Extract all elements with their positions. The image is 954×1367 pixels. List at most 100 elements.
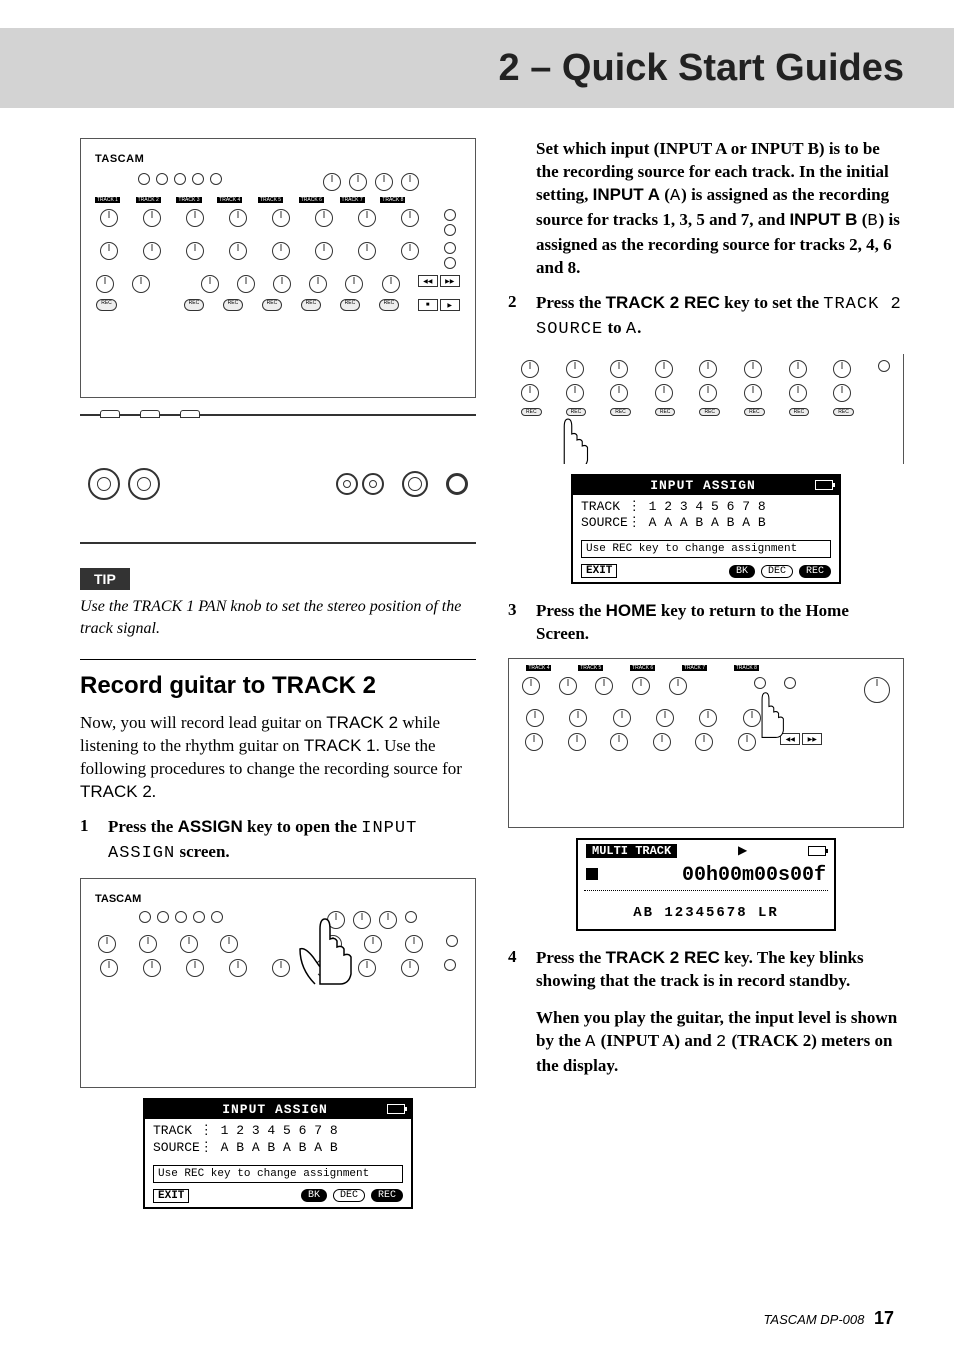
mock-pan-row — [89, 242, 467, 269]
knob — [595, 677, 613, 695]
rec-btn: REC — [744, 408, 765, 416]
level-knob-3 — [273, 275, 291, 293]
mock-reverb-row — [89, 935, 467, 953]
line-out-r — [336, 473, 358, 495]
step-body: Press the TRACK 2 REC key. The key blink… — [536, 947, 904, 1078]
rec-btn: REC — [655, 408, 676, 416]
tuner-btn — [444, 242, 456, 254]
knob — [220, 935, 238, 953]
rec-btn: REC — [789, 408, 810, 416]
master-knob — [379, 911, 397, 929]
lcd-title-text: INPUT ASSIGN — [222, 1102, 328, 1117]
intro-paragraph: Now, you will record lead guitar on TRAC… — [80, 712, 476, 804]
input-setting-btn — [192, 173, 204, 185]
stop-icon — [586, 868, 598, 880]
lcd-row: SOURCE⋮ A B A B A B A B — [153, 1140, 403, 1157]
home-btn — [444, 209, 456, 221]
trim-b-knob — [349, 173, 367, 191]
rec-btn: REC — [262, 299, 283, 311]
right-column: Set which input (INPUT A or INPUT B) is … — [508, 138, 904, 1225]
text: 2 — [716, 1033, 727, 1052]
menu-btn — [444, 224, 456, 236]
reverb-knob-8 — [401, 209, 419, 227]
text: B — [867, 212, 878, 231]
track-label: TRACK 6 — [299, 197, 324, 203]
assign-btn — [211, 911, 223, 923]
reverb-knob-6 — [315, 209, 333, 227]
knob — [699, 709, 717, 727]
knob — [833, 360, 851, 378]
play-btn: ▶ — [440, 299, 460, 311]
knob — [229, 959, 247, 977]
hand-pointer-icon — [738, 669, 793, 744]
text: TRACK 2 — [326, 713, 398, 732]
battery-icon — [815, 480, 833, 490]
knob — [656, 709, 674, 727]
data-wheel — [864, 677, 890, 703]
knob — [405, 935, 423, 953]
mock-pan-row — [89, 959, 467, 977]
text: HOME — [606, 601, 657, 620]
device-brand: TASCAM — [95, 893, 141, 905]
lcd-row: TRACK ⋮ 1 2 3 4 5 6 7 8 — [153, 1123, 403, 1140]
footer: TASCAM DP-008 17 — [763, 1308, 894, 1329]
mock-row — [515, 709, 897, 727]
text: Press the — [536, 293, 606, 312]
text: A — [670, 187, 681, 206]
hand-pointer-icon — [285, 889, 365, 989]
level-knob-4 — [309, 275, 327, 293]
knob — [526, 709, 544, 727]
lcd-meters: AB 12345678 LR — [578, 891, 834, 929]
knob — [744, 360, 762, 378]
standby-btn — [139, 911, 151, 923]
pan-knob-3 — [186, 242, 204, 260]
stop-btn: ■ — [418, 299, 438, 311]
knob — [655, 360, 673, 378]
rec-mode-btn — [156, 173, 168, 185]
pan-knob-7 — [358, 242, 376, 260]
device-mock: TRACK 1 TRACK 2 TRACK 3 TRACK 4 TRACK 5 … — [89, 147, 467, 311]
rec-btn: REC — [301, 299, 322, 311]
knob — [521, 360, 539, 378]
track-label: TRACK 3 — [176, 197, 201, 203]
lcd-btn: BK — [729, 565, 755, 578]
lcd-row: SOURCE⋮ A A A B A B A B — [581, 515, 831, 532]
phantom-btn — [175, 911, 187, 923]
battery-icon — [808, 846, 826, 856]
tip-text: Use the TRACK 1 PAN knob to set the ster… — [80, 596, 476, 639]
reverb-knob — [401, 173, 419, 191]
lcd-title: MULTI TRACK — [586, 844, 677, 858]
lcd-btn: DEC — [761, 565, 793, 578]
para-set-input: Set which input (INPUT A or INPUT B) is … — [508, 138, 904, 280]
reverb-knob-5 — [272, 209, 290, 227]
lcd-exit: EXIT — [581, 564, 617, 578]
text: A — [585, 1033, 596, 1052]
reverb-knob-2 — [143, 209, 161, 227]
level-a-knob — [96, 275, 114, 293]
track-label: TRACK 1 — [95, 197, 120, 203]
knob — [610, 733, 628, 751]
step-3: 3 Press the HOME key to return to the Ho… — [508, 600, 904, 646]
track-label: TRACK 4 — [526, 665, 551, 671]
track-label: TRACK 6 — [630, 665, 655, 671]
track-label: TRACK 2 — [136, 197, 161, 203]
lcd-btn: REC — [371, 1189, 403, 1202]
lcd-title-text: INPUT ASSIGN — [650, 478, 756, 493]
lcd-hint: Use REC key to change assignment — [581, 540, 831, 558]
text: ASSIGN — [178, 817, 243, 836]
text: ( — [660, 185, 670, 204]
rew-btn: ◀◀ — [418, 275, 438, 287]
section-divider — [80, 659, 476, 660]
tab-icon — [180, 410, 200, 418]
step-body: Press the ASSIGN key to open the INPUT A… — [108, 816, 476, 866]
lcd-input-assign-2: INPUT ASSIGN TRACK ⋮ 1 2 3 4 5 6 7 8 SOU… — [571, 474, 841, 585]
step-number: 2 — [508, 292, 522, 342]
rec-btn: REC — [699, 408, 720, 416]
mock-top-row — [89, 911, 467, 929]
tip-badge: TIP — [80, 568, 130, 590]
mock-pan-row — [514, 360, 897, 378]
lcd-row: TRACK ⋮ 1 2 3 4 5 6 7 8 — [581, 499, 831, 516]
pan-knob-8 — [401, 242, 419, 260]
rec-btn: REC — [610, 408, 631, 416]
tab-icon — [140, 410, 160, 418]
